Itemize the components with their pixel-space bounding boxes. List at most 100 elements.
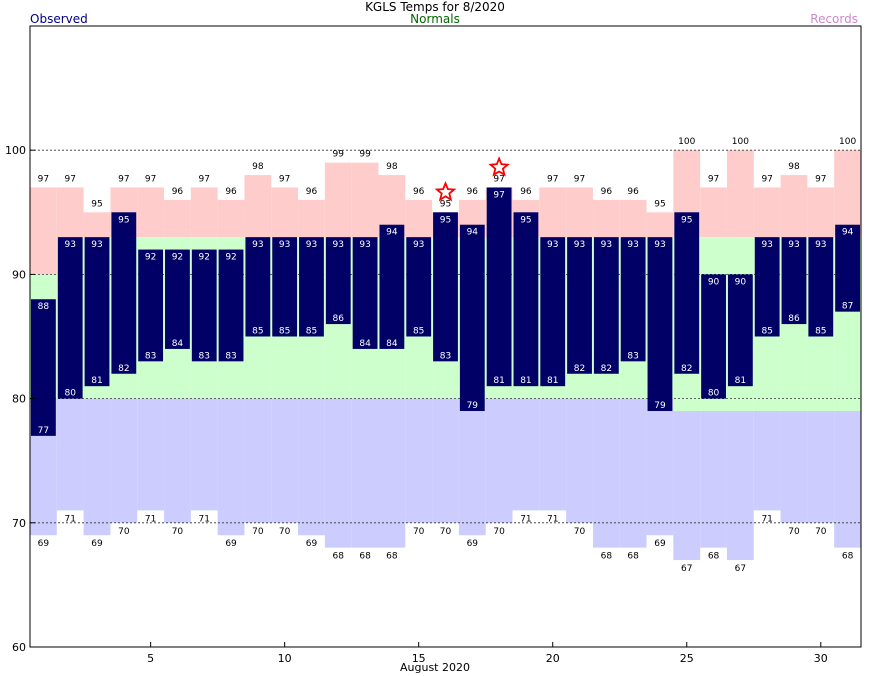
observed-high-label-5: 92: [145, 253, 156, 263]
record-low-label-21: 70: [574, 527, 586, 537]
observed-bar-26: [701, 274, 726, 399]
record-high-label-22: 96: [601, 187, 613, 197]
observed-bar-1: [31, 299, 56, 436]
x-tick-label-5: 5: [147, 652, 154, 665]
x-tick-label-25: 25: [680, 652, 694, 665]
record-low-band-18: [485, 398, 513, 523]
record-high-band-6: [164, 199, 191, 238]
record-low-band-20: [539, 398, 567, 511]
observed-high-label-27: 90: [735, 277, 747, 287]
observed-low-label-18: 81: [493, 376, 504, 386]
record-low-label-28: 71: [761, 514, 772, 524]
observed-bar-14: [379, 224, 405, 349]
observed-bar-29: [781, 237, 807, 325]
observed-bar-27: [727, 274, 753, 387]
record-low-band-22: [592, 398, 620, 548]
record-high-label-18: 97: [493, 174, 504, 184]
record-high-label-16: 95: [440, 199, 451, 209]
record-low-band-2: [56, 398, 84, 511]
record-low-label-4: 70: [118, 527, 130, 537]
record-low-band-31: [834, 411, 861, 548]
observed-low-label-24: 79: [654, 401, 666, 411]
value-labels: 88 77 97 69 93 80 97 71 93 81 95 69 95 82 97 70 92 83 97 71…: [38, 137, 857, 574]
record-high-label-2: 97: [64, 174, 75, 184]
record-low-label-30: 70: [815, 527, 827, 537]
observed-high-label-17: 94: [467, 228, 479, 238]
record-low-label-31: 68: [842, 552, 854, 562]
observed-high-label-2: 93: [64, 240, 75, 250]
record-low-label-29: 70: [788, 527, 800, 537]
record-high-band-8: [217, 199, 245, 238]
observed-low-label-20: 81: [547, 376, 558, 386]
record-high-label-31: 100: [839, 137, 856, 147]
observed-bar-2: [57, 237, 83, 399]
observed-high-label-24: 93: [654, 240, 665, 250]
axes: 60 70 80 90 100 5 10 15 20 25 30: [5, 25, 862, 665]
record-high-band-28: [753, 187, 781, 238]
observed-low-label-23: 83: [627, 351, 638, 361]
record-low-band-19: [512, 398, 540, 511]
observed-bar-13: [352, 237, 378, 349]
x-tick-label-10: 10: [278, 652, 292, 665]
observed-low-label-19: 81: [520, 376, 531, 386]
observed-bar-9: [245, 237, 271, 337]
record-low-band-13: [351, 398, 379, 548]
record-high-band-5: [137, 187, 165, 238]
record-low-band-3: [83, 398, 111, 536]
record-high-band-9: [244, 175, 272, 238]
record-low-label-10: 70: [279, 527, 291, 537]
legend-normals: Normals: [410, 12, 460, 26]
record-low-label-22: 68: [601, 552, 613, 562]
plot-frame: [29, 25, 862, 648]
observed-low-label-4: 82: [118, 364, 129, 374]
observed-high-label-15: 93: [413, 240, 424, 250]
record-high-band-29: [780, 175, 808, 238]
record-high-label-10: 97: [279, 174, 290, 184]
observed-low-label-17: 79: [467, 401, 479, 411]
observed-high-label-25: 95: [681, 215, 692, 225]
record-low-label-23: 68: [627, 552, 639, 562]
record-high-label-30: 97: [815, 174, 826, 184]
observed-bar-28: [754, 237, 780, 337]
record-high-label-25: 100: [678, 137, 695, 147]
record-low-band-9: [244, 398, 272, 523]
observed-high-label-16: 95: [440, 215, 451, 225]
legend-records: Records: [810, 12, 858, 26]
observed-low-label-25: 82: [681, 364, 692, 374]
observed-high-label-10: 93: [279, 240, 290, 250]
observed-high-label-12: 93: [333, 240, 344, 250]
record-low-band-15: [405, 398, 433, 523]
observed-bar-23: [620, 237, 646, 362]
record-star-18: [488, 156, 510, 177]
observed-low-label-30: 85: [815, 327, 826, 337]
record-low-band-28: [753, 411, 781, 511]
record-low-band-5: [137, 398, 165, 511]
record-low-band-17: [458, 398, 486, 536]
record-high-band-20: [539, 187, 567, 238]
record-high-label-27: 100: [732, 137, 749, 147]
observed-high-label-31: 94: [842, 228, 854, 238]
legend-observed: Observed: [30, 12, 88, 26]
record-low-label-27: 67: [735, 564, 746, 574]
observed-high-label-1: 88: [38, 302, 50, 312]
record-high-band-27: [726, 150, 754, 238]
observed-low-label-28: 85: [761, 327, 772, 337]
observed-high-label-9: 93: [252, 240, 263, 250]
record-high-band-3: [83, 212, 111, 238]
observed-bar-22: [593, 237, 619, 374]
record-high-label-8: 96: [225, 187, 237, 197]
record-high-label-15: 96: [413, 187, 425, 197]
record-low-label-6: 70: [172, 527, 184, 537]
record-high-band-12: [324, 162, 352, 238]
record-star-16: [434, 180, 457, 202]
record-low-label-24: 69: [654, 539, 666, 549]
record-high-band-30: [807, 187, 835, 238]
record-low-label-9: 70: [252, 527, 264, 537]
record-low-label-1: 69: [38, 539, 50, 549]
record-high-label-20: 97: [547, 174, 558, 184]
observed-high-label-28: 93: [761, 240, 772, 250]
record-high-label-29: 98: [788, 162, 800, 172]
record-low-band-10: [271, 398, 299, 523]
observed-bar-4: [111, 212, 137, 374]
x-tick-label-15: 15: [412, 652, 426, 665]
